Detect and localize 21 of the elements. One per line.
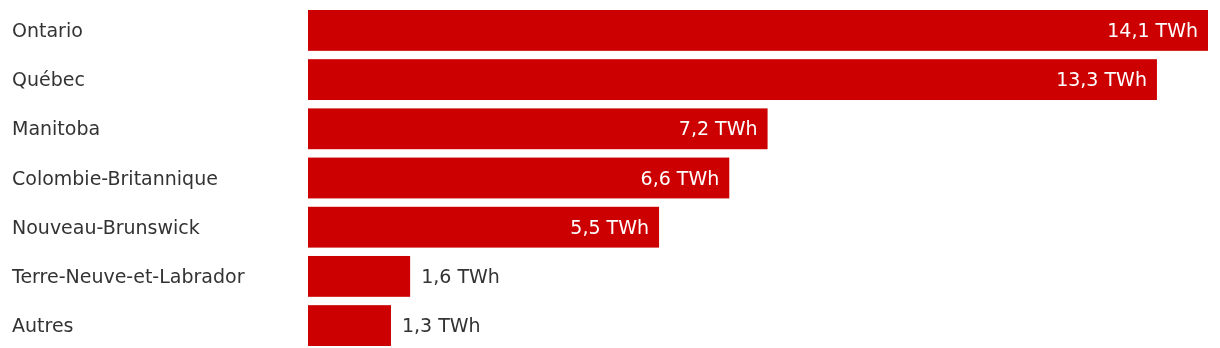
bar	[308, 157, 730, 199]
bar	[308, 255, 411, 297]
data-label: 1,6 TWh	[421, 265, 500, 288]
bar	[308, 206, 660, 248]
y-tick-label: Colombie-Britannique	[12, 166, 218, 189]
y-tick-label: Manitoba	[12, 117, 101, 140]
bar	[308, 305, 391, 346]
y-tick-label: Nouveau-Brunswick	[12, 215, 200, 238]
data-label: 13,3 TWh	[1056, 68, 1147, 91]
y-tick-label: Ontario	[12, 19, 83, 42]
data-label: 1,3 TWh	[401, 314, 481, 337]
bar	[308, 108, 768, 150]
y-tick-label: Terre-Neuve-et-Labrador	[11, 265, 245, 288]
data-label: 7,2 TWh	[678, 117, 758, 140]
bar	[308, 59, 1157, 101]
data-label: 6,6 TWh	[640, 166, 720, 189]
data-label: 5,5 TWh	[570, 215, 650, 238]
y-tick-label: Québec	[12, 68, 85, 91]
y-tick-label: Autres	[12, 314, 74, 337]
data-label: 14,1 TWh	[1107, 19, 1198, 42]
bar	[308, 10, 1208, 51]
